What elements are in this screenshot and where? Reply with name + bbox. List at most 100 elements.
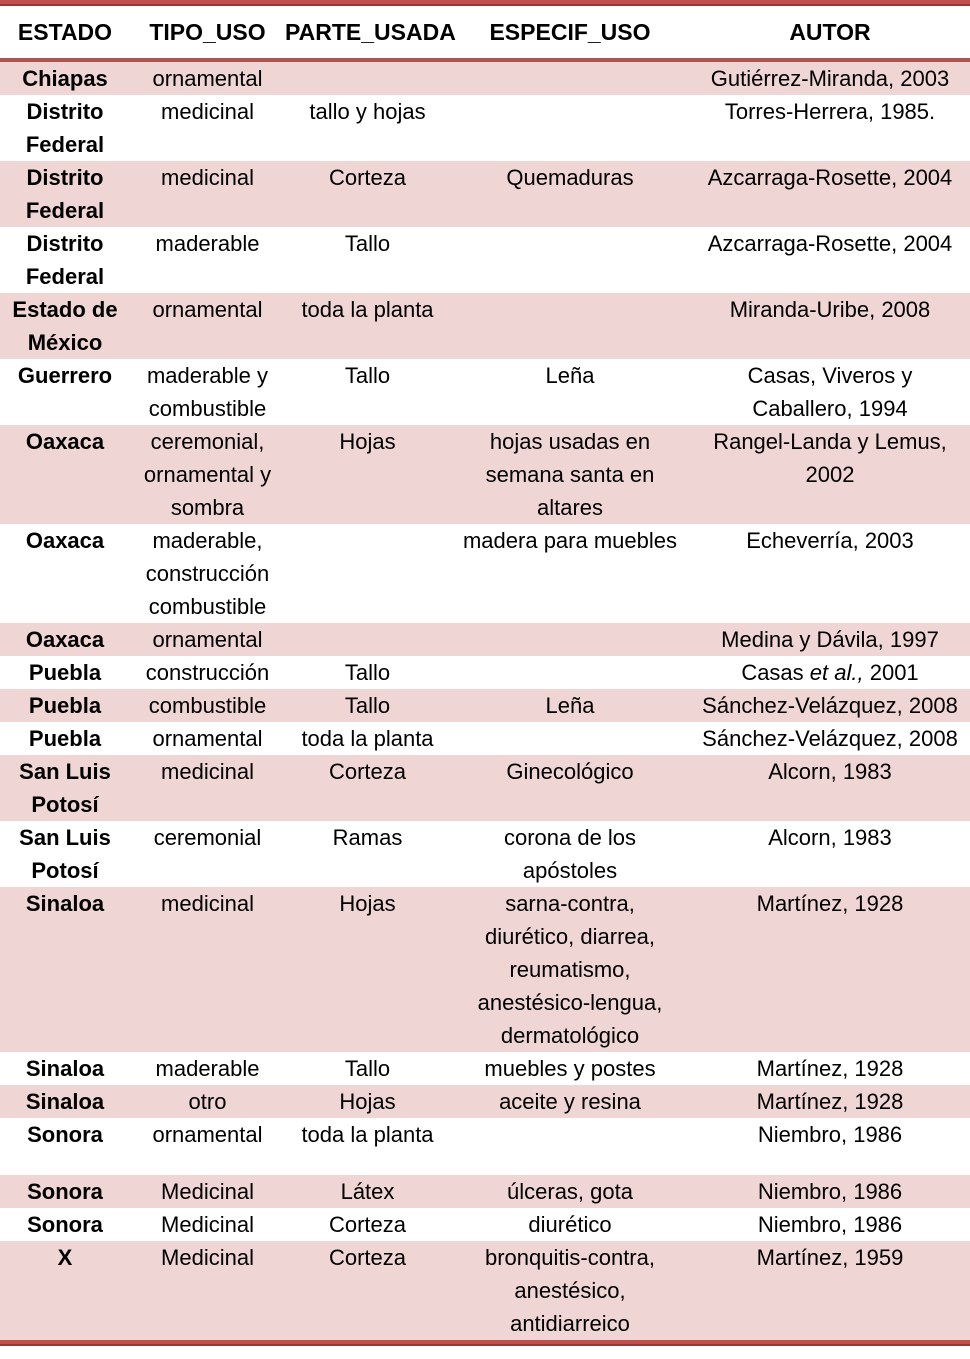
cell-especif_uso [450, 60, 690, 95]
cell-parte_usada [285, 623, 450, 656]
table-bottom-border [0, 1340, 970, 1346]
cell-especif_uso: Leña [545, 363, 595, 388]
cell-estado: Sinaloa [25, 1056, 105, 1081]
cell-estado: Sinaloa [25, 1089, 105, 1114]
plant-uses-table: ESTADO TIPO_USO PARTE_USADA ESPECIF_USO AUTO… [0, 6, 970, 1340]
cell-tipo_uso: ornamental [152, 297, 263, 322]
cell-parte_usada [285, 524, 450, 623]
cell-autor: Azcarraga-Rosette, 2004 [707, 165, 953, 190]
cell-especif_uso [450, 227, 690, 293]
cell-especif_uso: sarna-contra, diurético, diarrea, reumat… [477, 891, 663, 1048]
cell-parte_usada: Corteza [328, 759, 407, 784]
cell-especif_uso: diurético [528, 1212, 612, 1237]
cell-estado: Oaxaca [25, 627, 105, 652]
cell-estado: Sonora [27, 1122, 103, 1147]
cell-parte_usada: toda la planta [301, 297, 434, 322]
cell-parte_usada: tallo y hojas [309, 99, 426, 124]
cell-especif_uso: úlceras, gota [507, 1179, 633, 1204]
cell-especif_uso: bronquitis-contra, anestésico, antidiarr… [485, 1245, 655, 1336]
cell-parte_usada: Hojas [339, 1089, 396, 1114]
cell-autor: Casas et al., 2001 [741, 660, 919, 685]
table-body: Chiapas ornamental Gutiérrez-Miranda, 2003… [0, 60, 970, 1340]
cell-autor: Niembro, 1986 [757, 1122, 903, 1147]
cell-autor: Sánchez-Velázquez, 2008 [702, 693, 958, 718]
cell-tipo_uso: medicinal [161, 165, 254, 190]
cell-autor: Alcorn, 1983 [768, 825, 892, 850]
table-row: Oaxaca maderable, construcción combustibl… [0, 524, 970, 623]
table-row: Puebla combustible Tallo Leña Sánchez-Velázq… [0, 689, 970, 722]
cell-parte_usada: Tallo [344, 660, 391, 685]
cell-estado: Chiapas [22, 66, 108, 91]
column-header-tipo_uso: TIPO_USO [130, 6, 285, 62]
cell-tipo_uso: medicinal [161, 891, 254, 916]
cell-estado: Puebla [28, 726, 102, 751]
cell-especif_uso: corona de los apóstoles [503, 825, 637, 883]
table-header-row: ESTADO TIPO_USO PARTE_USADA ESPECIF_USO AUTO… [0, 6, 970, 62]
cell-tipo_uso: ornamental [152, 66, 263, 91]
table-row: San Luis Potosí medicinal Corteza Ginecológ… [0, 755, 970, 821]
cell-autor: Sánchez-Velázquez, 2008 [702, 726, 958, 751]
cell-especif_uso: muebles y postes [484, 1056, 656, 1081]
table-row: Puebla construcción Tallo Casas et al., 200… [0, 656, 970, 689]
table-row: Sonora Medicinal Látex úlceras, gota Niembro… [0, 1175, 970, 1208]
cell-parte_usada: toda la planta [301, 726, 434, 751]
column-header-parte_usada: PARTE_USADA [285, 6, 456, 62]
cell-especif_uso [450, 722, 690, 755]
table-row: San Luis Potosí ceremonial Ramas corona de … [0, 821, 970, 887]
cell-estado: San Luis Potosí [19, 759, 111, 817]
cell-tipo_uso: maderable y combustible [146, 363, 269, 421]
cell-autor: Martínez, 1928 [756, 891, 904, 916]
cell-estado: Estado de México [12, 297, 118, 355]
table-row: Guerrero maderable y combustible Tallo Leña… [0, 359, 970, 425]
column-header-especif_uso: ESPECIF_USO [450, 6, 690, 62]
cell-tipo_uso: combustible [148, 693, 267, 718]
cell-tipo_uso: Medicinal [161, 1179, 254, 1204]
table-row: Sinaloa medicinal Hojas sarna-contra, diuré… [0, 887, 970, 1052]
cell-especif_uso: Leña [545, 693, 595, 718]
cell-estado: X [57, 1245, 73, 1270]
cell-tipo_uso: medicinal [161, 759, 254, 784]
cell-tipo_uso: ornamental [152, 627, 263, 652]
cell-tipo_uso: Medicinal [161, 1212, 254, 1237]
cell-estado: San Luis Potosí [19, 825, 111, 883]
cell-especif_uso: aceite y resina [499, 1089, 641, 1114]
cell-autor: Niembro, 1986 [757, 1179, 903, 1204]
cell-autor: Miranda-Uribe, 2008 [729, 297, 931, 322]
cell-estado: Oaxaca [25, 528, 105, 553]
cell-estado: Puebla [28, 693, 102, 718]
cell-tipo_uso: maderable, construcción combustible [145, 528, 270, 619]
table-row: Sinaloa maderable Tallo muebles y postes Mar… [0, 1052, 970, 1085]
table-row: Distrito Federal maderable Tallo Azcarraga-… [0, 227, 970, 293]
cell-tipo_uso: ceremonial, ornamental y sombra [143, 429, 272, 520]
cell-autor: Casas, Viveros y Caballero, 1994 [747, 363, 913, 421]
cell-autor: Echeverría, 2003 [746, 528, 914, 553]
cell-autor: Martínez, 1928 [756, 1089, 904, 1114]
cell-estado: Puebla [28, 660, 102, 685]
cell-autor: Martínez, 1928 [756, 1056, 904, 1081]
column-header-autor: AUTOR [690, 6, 970, 62]
column-header-estado: ESTADO [0, 6, 130, 62]
cell-tipo_uso: medicinal [161, 99, 254, 124]
table-row: Sinaloa otro Hojas aceite y resina Martínez,… [0, 1085, 970, 1118]
cell-autor: Azcarraga-Rosette, 2004 [707, 231, 953, 256]
cell-autor: Alcorn, 1983 [768, 759, 892, 784]
cell-parte_usada: Tallo [344, 1056, 391, 1081]
cell-tipo_uso: ceremonial [153, 825, 262, 850]
cell-especif_uso: Ginecológico [506, 759, 634, 784]
cell-tipo_uso: maderable [155, 1056, 260, 1081]
table-row: Sonora Medicinal Corteza diurético Niembro, … [0, 1208, 970, 1241]
cell-parte_usada: Tallo [344, 231, 391, 256]
table-row: Puebla ornamental toda la planta Sánchez-Ve… [0, 722, 970, 755]
cell-parte_usada [285, 60, 450, 95]
cell-parte_usada: Tallo [344, 363, 391, 388]
table-row: Chiapas ornamental Gutiérrez-Miranda, 2003 [0, 60, 970, 95]
cell-autor: Martínez, 1959 [756, 1245, 904, 1270]
table-row: X Medicinal Corteza bronquitis-contra, anes… [0, 1241, 970, 1340]
table-row: Oaxaca ceremonial, ornamental y sombra Hoj… [0, 425, 970, 524]
cell-parte_usada: Hojas [339, 429, 396, 454]
cell-tipo_uso: maderable [155, 231, 260, 256]
cell-tipo_uso: Medicinal [161, 1245, 254, 1270]
cell-autor: Gutiérrez-Miranda, 2003 [710, 66, 950, 91]
cell-parte_usada: Corteza [328, 165, 407, 190]
